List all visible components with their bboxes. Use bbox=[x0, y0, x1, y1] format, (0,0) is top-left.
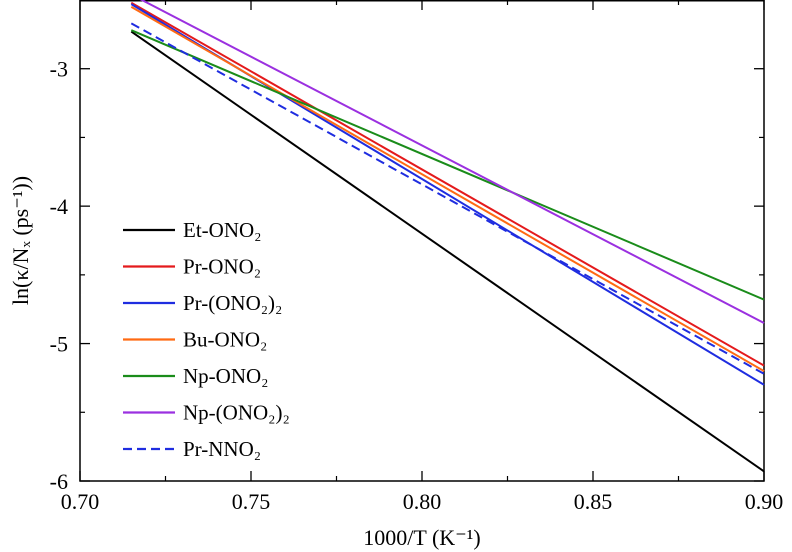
legend-label: Pr-ONO₂ bbox=[183, 255, 261, 279]
y-tick-label: -4 bbox=[50, 194, 68, 219]
legend-label: Np-(ONO₂)₂ bbox=[183, 401, 290, 425]
series-line bbox=[130, 22, 765, 375]
axis-ticks bbox=[79, 0, 765, 482]
legend-label: Et-ONO₂ bbox=[183, 218, 261, 242]
x-tick-label: 0.80 bbox=[403, 489, 442, 514]
series-line bbox=[130, 1, 765, 367]
y-tick-label: -5 bbox=[50, 332, 68, 357]
x-axis-label: 1000/T (K⁻¹) bbox=[363, 525, 480, 550]
legend-label: Pr-NNO₂ bbox=[183, 437, 261, 461]
x-tick-label: 0.70 bbox=[61, 489, 100, 514]
legend-label: Pr-(ONO₂)₂ bbox=[183, 291, 282, 315]
series-line bbox=[130, 29, 765, 301]
tick-labels: 0.70 0.75 0.80 0.85 0.90 -6 -5 -4 -3 bbox=[50, 57, 784, 514]
y-axis-label: ln(κ/Nₓ (ps⁻¹)) bbox=[8, 176, 33, 305]
y-tick-label: -6 bbox=[50, 469, 68, 494]
y-tick-label: -3 bbox=[50, 57, 68, 82]
legend: Et-ONO₂ Pr-ONO₂ Pr-(ONO₂)₂ Bu-ONO₂ Np-ONO₂ Np… bbox=[123, 218, 290, 461]
x-tick-label: 0.85 bbox=[574, 489, 613, 514]
series-line bbox=[139, 0, 765, 324]
legend-label: Np-ONO₂ bbox=[183, 364, 268, 388]
x-tick-label: 0.90 bbox=[745, 489, 784, 514]
series-line bbox=[130, 30, 765, 473]
legend-label: Bu-ONO₂ bbox=[183, 328, 267, 352]
series-line bbox=[130, 6, 765, 372]
series-lines bbox=[130, 0, 765, 473]
x-tick-label: 0.75 bbox=[232, 489, 271, 514]
